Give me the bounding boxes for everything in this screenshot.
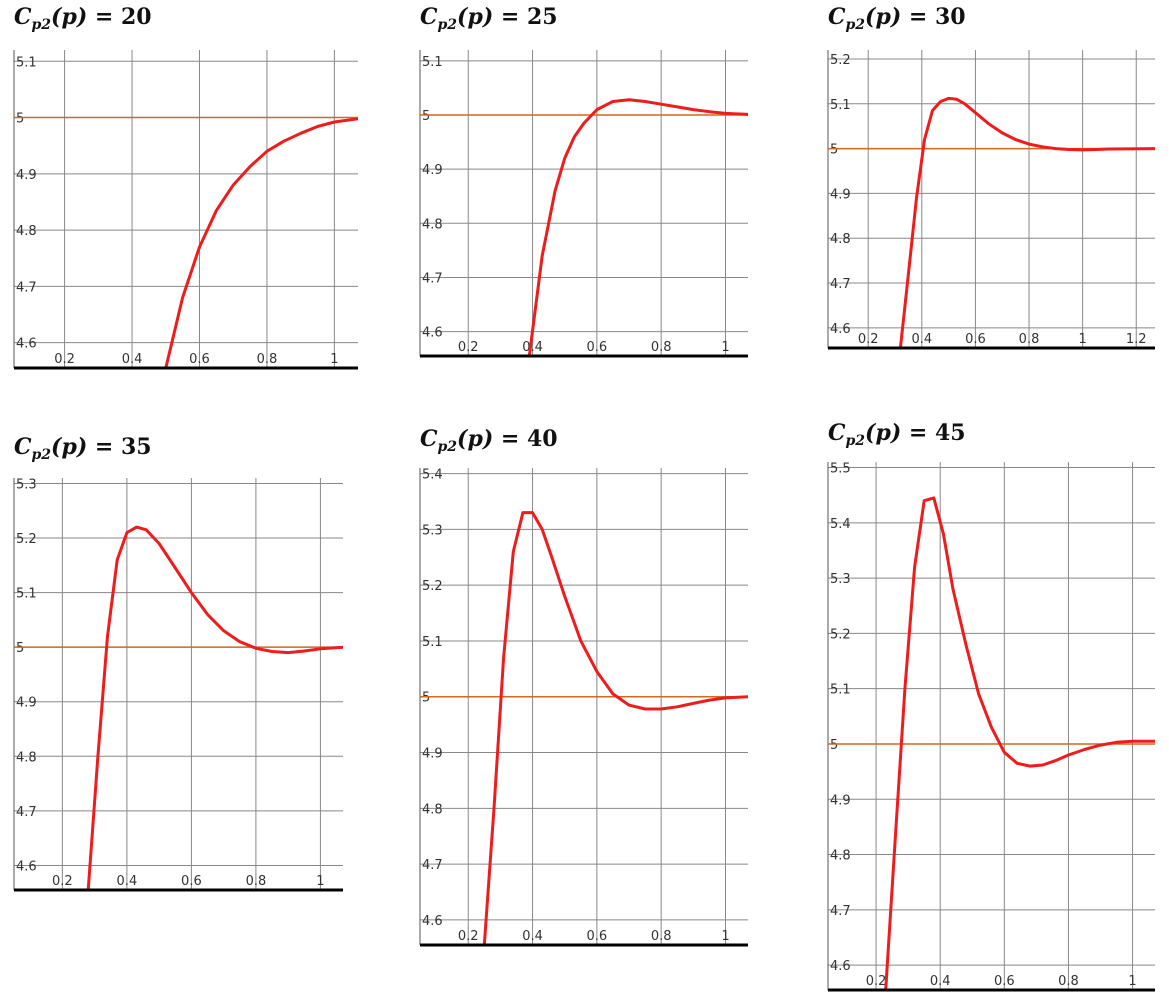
x-tick-label: 0.4 xyxy=(930,974,951,989)
series-line xyxy=(86,525,343,890)
y-tick-label: 5.3 xyxy=(422,523,443,538)
y-tick-label: 5.2 xyxy=(830,53,851,68)
y-tick-label: 4.9 xyxy=(16,696,37,711)
x-tick-label: 0.8 xyxy=(257,352,278,367)
series-line xyxy=(482,511,748,945)
y-tick-label: 4.7 xyxy=(422,858,443,873)
series-line xyxy=(164,117,358,368)
y-tick-label: 5.2 xyxy=(830,627,851,642)
y-tick-label: 5 xyxy=(16,112,24,127)
x-tick-label: 0.2 xyxy=(858,332,879,347)
x-tick-label: 0.8 xyxy=(1019,332,1040,347)
y-tick-label: 5.2 xyxy=(422,579,443,594)
y-tick-label: 4.7 xyxy=(830,904,851,919)
x-tick-label: 0.6 xyxy=(587,340,608,355)
y-tick-label: 5.1 xyxy=(16,55,37,70)
y-tick-label: 4.9 xyxy=(830,793,851,808)
x-tick-label: 1 xyxy=(721,929,729,944)
y-tick-label: 4.8 xyxy=(16,750,37,765)
y-tick-label: 4.7 xyxy=(830,277,851,292)
x-tick-label: 0.2 xyxy=(52,874,73,889)
y-tick-label: 4.9 xyxy=(830,187,851,202)
y-tick-label: 4.6 xyxy=(830,322,851,337)
y-tick-label: 4.7 xyxy=(16,805,37,820)
x-tick-label: 0.4 xyxy=(122,352,143,367)
y-tick-label: 5 xyxy=(16,641,24,656)
y-tick-label: 4.6 xyxy=(16,859,37,874)
series-line xyxy=(884,496,1155,990)
y-tick-label: 5.2 xyxy=(16,532,37,547)
x-tick-label: 0.2 xyxy=(866,974,887,989)
y-tick-label: 5.3 xyxy=(830,572,851,587)
y-tick-label: 5 xyxy=(830,143,838,158)
chart-title: Cp2(p) = 40 xyxy=(420,426,558,455)
x-tick-label: 0.6 xyxy=(587,929,608,944)
x-tick-label: 0.4 xyxy=(522,340,543,355)
y-tick-label: 4.9 xyxy=(422,163,443,178)
x-tick-label: 0.4 xyxy=(911,332,932,347)
x-tick-label: 0.6 xyxy=(965,332,986,347)
y-tick-label: 4.6 xyxy=(830,959,851,974)
y-tick-label: 5.4 xyxy=(422,468,443,483)
y-tick-label: 4.8 xyxy=(422,802,443,817)
chart-title: Cp2(p) = 25 xyxy=(420,4,558,33)
y-tick-label: 5 xyxy=(422,691,430,706)
x-tick-label: 1 xyxy=(316,874,324,889)
chart-title: Cp2(p) = 45 xyxy=(828,420,966,449)
x-tick-label: 0.4 xyxy=(117,874,138,889)
x-tick-label: 1 xyxy=(1078,332,1086,347)
y-tick-label: 4.6 xyxy=(16,337,37,352)
y-tick-label: 4.8 xyxy=(16,224,37,239)
x-tick-label: 1.2 xyxy=(1126,332,1147,347)
y-tick-label: 5.3 xyxy=(16,477,37,492)
chart-title: Cp2(p) = 20 xyxy=(14,4,152,33)
y-tick-label: 5.1 xyxy=(830,683,851,698)
y-tick-label: 5.1 xyxy=(16,587,37,602)
y-tick-label: 5.1 xyxy=(422,55,443,70)
x-tick-label: 1 xyxy=(721,340,729,355)
y-tick-label: 5.5 xyxy=(830,462,851,477)
y-tick-label: 4.8 xyxy=(830,849,851,864)
y-tick-label: 4.7 xyxy=(16,280,37,295)
y-tick-label: 5.4 xyxy=(830,517,851,532)
y-tick-label: 4.9 xyxy=(422,747,443,762)
x-tick-label: 0.8 xyxy=(651,929,672,944)
x-tick-label: 0.2 xyxy=(458,929,479,944)
x-tick-label: 1 xyxy=(1128,974,1136,989)
x-tick-label: 0.4 xyxy=(522,929,543,944)
y-tick-label: 5 xyxy=(830,738,838,753)
series-line xyxy=(527,98,748,356)
x-tick-label: 0.8 xyxy=(651,340,672,355)
y-tick-label: 4.8 xyxy=(830,232,851,247)
x-tick-label: 0.2 xyxy=(458,340,479,355)
series-line xyxy=(898,96,1155,348)
y-tick-label: 4.6 xyxy=(422,914,443,929)
x-tick-label: 0.8 xyxy=(1058,974,1079,989)
x-tick-label: 1 xyxy=(330,352,338,367)
y-tick-label: 4.9 xyxy=(16,168,37,183)
y-tick-label: 4.6 xyxy=(422,326,443,341)
y-tick-label: 5 xyxy=(422,109,430,124)
y-tick-label: 4.8 xyxy=(422,217,443,232)
chart-title: Cp2(p) = 30 xyxy=(828,4,966,33)
x-tick-label: 0.6 xyxy=(181,874,202,889)
y-tick-label: 4.7 xyxy=(422,271,443,286)
x-tick-label: 0.6 xyxy=(189,352,210,367)
chart-title: Cp2(p) = 35 xyxy=(14,434,152,463)
x-tick-label: 0.8 xyxy=(246,874,267,889)
x-tick-label: 0.2 xyxy=(54,352,75,367)
x-tick-label: 0.6 xyxy=(994,974,1015,989)
y-tick-label: 5.1 xyxy=(422,635,443,650)
y-tick-label: 5.1 xyxy=(830,98,851,113)
